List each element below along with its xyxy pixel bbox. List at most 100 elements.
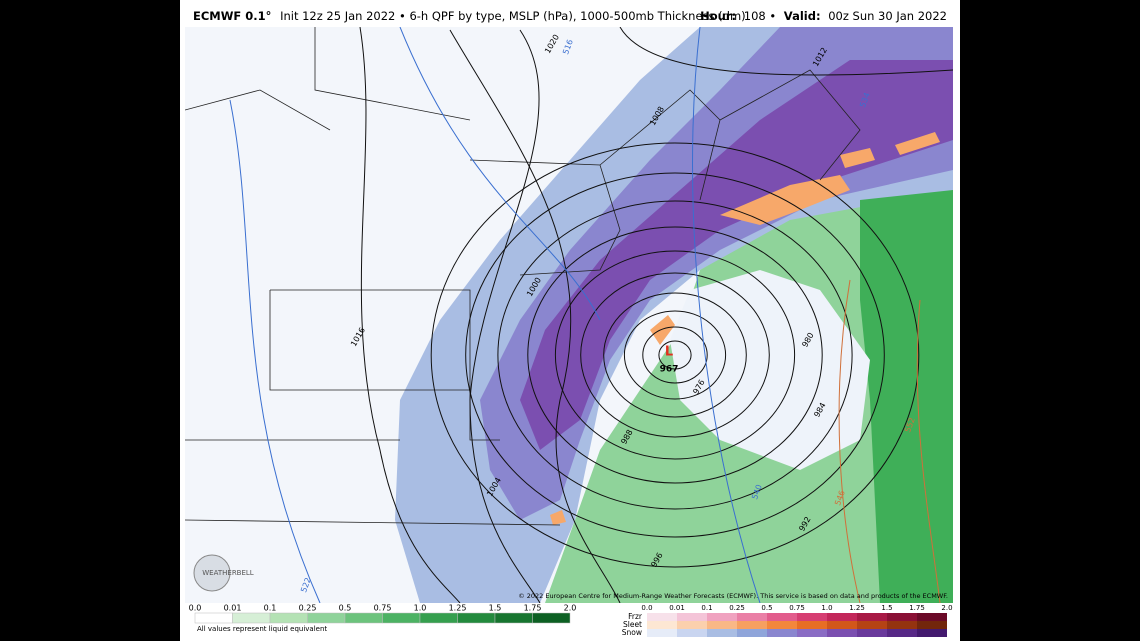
thickness [229,99,321,603]
valid: 00z Sun 30 Jan 2022 [828,9,947,23]
type-label: Snow [622,628,642,637]
mixed-tick-label: 1.5 [881,604,892,612]
rain-swatch [457,612,496,624]
rain-swatch [232,612,271,624]
isobar [469,29,541,603]
isobar [580,272,770,438]
type-swatch [677,613,707,621]
isobar [554,250,796,460]
mixed-tick-label: 1.75 [909,604,925,612]
mixed-tick-label: 0.75 [789,604,805,612]
low-pressure: 967 [660,365,679,375]
rain-tick-label: 2.0 [564,604,577,613]
type-swatch [887,621,917,629]
rain-heavy [860,190,953,603]
rain-swatch [494,612,533,624]
type-swatch [917,613,947,621]
isobars [430,142,920,568]
type-swatch [857,621,887,629]
rain-tick-label: 1.5 [489,604,502,613]
rain-swatch [307,612,346,624]
borders [185,27,861,526]
isobar [658,340,692,370]
isobar [449,29,621,603]
type-swatch [767,613,797,621]
rain-tick-label: 0.01 [224,604,242,613]
mixed-tick-label: 1.25 [849,604,865,612]
dry-slot [670,270,870,470]
mixed-tick-label: 0.1 [701,604,712,612]
map: 1020101210081016100097698098498810049929… [185,27,953,603]
type-swatch [827,621,857,629]
rain-tick-label: 0.0 [189,604,202,613]
type-swatch [917,629,947,637]
type-swatch [857,613,887,621]
type-swatch [707,629,737,637]
isobar [465,172,885,538]
type-label: Frzr [628,612,643,621]
type-swatch [767,621,797,629]
mixed-tick-label: 0.0 [641,604,652,612]
rain-tick-label: 1.25 [449,604,467,613]
type-swatch [677,621,707,629]
credit: © 2022 European Centre for Medium-Range … [518,592,948,600]
thickness [692,27,761,603]
type-swatch [827,613,857,621]
legend-note: All values represent liquid equivalent [197,625,327,633]
type-swatch [737,613,767,621]
type-swatch [917,621,947,629]
type-label: Sleet [623,620,642,629]
type-swatch [707,621,737,629]
model: ECMWF 0.1° [193,9,271,23]
type-swatch [797,629,827,637]
rain-swatch [344,612,383,624]
rain-tick-label: 0.1 [264,604,277,613]
thickness [399,27,601,321]
header-right: Hour: 108 • Valid: 00z Sun 30 Jan 2022 [700,9,947,23]
mixed-tick-label: 2.0 [941,604,952,612]
mixed-tick-label: 0.5 [761,604,772,612]
logo-globe [193,554,231,592]
rain-swatch [419,612,458,624]
rain-swatch [269,612,308,624]
rain-tick-label: 0.75 [374,604,392,613]
rain-tick-label: 0.5 [339,604,352,613]
sleet [550,132,940,525]
hour: 108 • [744,9,776,23]
isobar [497,200,853,510]
isobar [527,226,823,484]
type-swatch [647,613,677,621]
mixed-tick-label: 1.0 [821,604,832,612]
type-swatch [797,613,827,621]
isobar [642,326,708,384]
rain-swatch [532,612,571,624]
isobar [430,142,920,568]
logo: WEATHERBELL [202,569,254,577]
thickness [838,279,861,603]
legend: 0.0 0.01 0.1 0.25 0.5 0.75 1.0 1.25 1.5 1.75 2.0 0.… [189,604,953,637]
mixed-tick-label: 0.25 [729,604,745,612]
type-swatch [647,629,677,637]
isobar [619,27,953,76]
isobar [603,292,747,418]
low-symbol: L [665,345,673,360]
type-swatch [737,621,767,629]
valid-label: Valid: [784,9,821,23]
type-swatch [887,629,917,637]
type-swatch [707,613,737,621]
type-swatch [857,629,887,637]
type-swatch [767,629,797,637]
header-left: ECMWF 0.1° Init 12z 25 Jan 2022 • 6-h QP… [193,9,746,23]
rain-tick-label: 1.75 [524,604,542,613]
type-swatch [887,613,917,621]
mixed-tick-label: 0.01 [669,604,685,612]
hour-label: Hour: [700,9,736,23]
type-swatch [677,629,707,637]
rain-swatch [194,612,233,624]
type-swatch [647,621,677,629]
thickness [916,299,941,603]
isobar [359,27,461,603]
rain-swatch [382,612,421,624]
type-swatch [797,621,827,629]
